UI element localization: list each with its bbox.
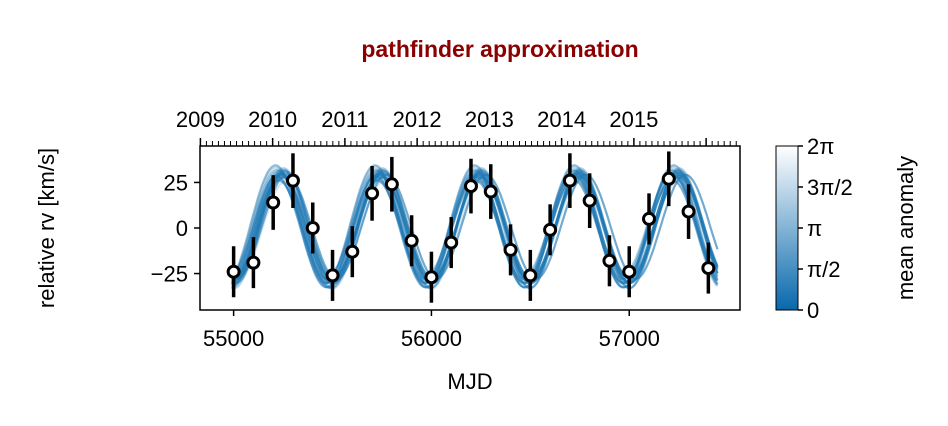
data-point [562, 173, 577, 188]
y-tick-label: 25 [164, 170, 188, 195]
x-tick-label: 56000 [401, 326, 462, 351]
colorbar-label: mean anomaly [893, 156, 918, 300]
data-point [325, 268, 340, 283]
data-point [404, 233, 419, 248]
year-tick-label: 2012 [393, 107, 442, 132]
colorbar-tick-label: 2π [807, 134, 834, 159]
y-tick-label: −25 [151, 262, 188, 287]
data-point [246, 255, 261, 270]
data-point [424, 270, 439, 285]
data-point [305, 221, 320, 235]
year-tick-label: 2011 [321, 107, 368, 132]
data-point [602, 253, 617, 268]
colorbar [775, 145, 799, 311]
x-axis: 55000 56000 57000 [203, 310, 660, 351]
data-point [384, 177, 399, 192]
year-tick-label: 2013 [465, 107, 514, 132]
data-point [523, 268, 538, 283]
year-tick-label: 2015 [609, 107, 658, 132]
data-point [463, 179, 478, 194]
x-tick-label: 55000 [203, 326, 264, 351]
year-tick-label: 2009 [176, 107, 225, 132]
year-tick-label: 2010 [248, 107, 297, 132]
y-axis-label: relative rv [km/s] [34, 148, 59, 308]
data-point [681, 204, 696, 219]
chart-title: pathfinder approximation [361, 36, 638, 62]
data-point [365, 186, 380, 201]
data-point [483, 184, 498, 199]
data-points [226, 151, 716, 303]
data-point [266, 195, 281, 210]
y-axis: −25 0 25 [151, 170, 200, 287]
colorbar-tick-label: 3π/2 [807, 175, 853, 200]
colorbar-tick-label: π [807, 216, 822, 241]
year-tick-label: 2014 [537, 107, 586, 132]
data-point [701, 261, 716, 276]
data-point [661, 171, 676, 186]
colorbar-tick-label: 0 [807, 298, 819, 323]
model-curve [231, 174, 719, 290]
data-point [543, 222, 558, 237]
colorbar-ticks: 0 π/2 π 3π/2 2π [798, 134, 853, 323]
data-point [582, 193, 597, 208]
data-point [345, 244, 360, 259]
x-axis-label: MJD [447, 369, 492, 394]
data-point [444, 235, 459, 250]
data-point [285, 173, 300, 188]
model-curve [230, 174, 719, 289]
model-curve [230, 170, 719, 281]
data-point [503, 242, 518, 257]
secondary-x-axis: 2009 2010 2011 2012 2013 2014 2015 [176, 107, 737, 146]
y-tick-label: 0 [176, 216, 188, 241]
data-point [622, 264, 637, 279]
data-point [226, 264, 241, 279]
x-tick-label: 57000 [599, 326, 660, 351]
colorbar-tick-label: π/2 [807, 257, 841, 282]
model-curve [230, 166, 719, 285]
data-point [642, 211, 657, 226]
